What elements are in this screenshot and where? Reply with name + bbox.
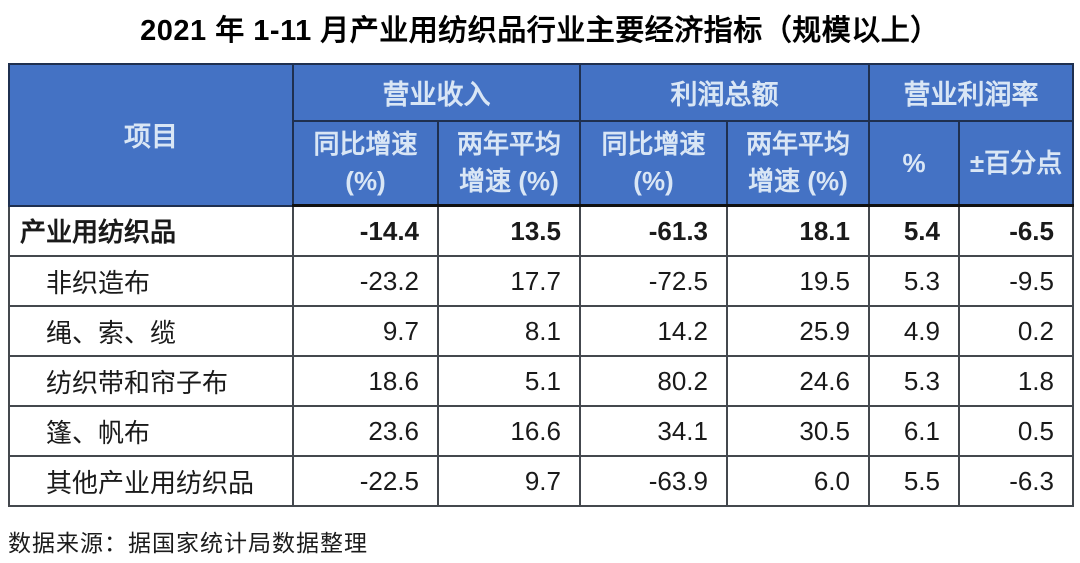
col-header-revenue-avg: 两年平均增速 (%) <box>437 120 581 207</box>
cell-revenue-yoy: -22.5 <box>292 455 439 507</box>
table-row: 其他产业用纺织品 -22.5 9.7 -63.9 6.0 5.5 -6.3 <box>8 455 1074 507</box>
col-header-profit-yoy: 同比增速 (%) <box>579 120 728 207</box>
cell-margin-ppt: -6.3 <box>958 455 1074 507</box>
cell-revenue-avg: 16.6 <box>437 405 581 457</box>
cell-revenue-yoy: 18.6 <box>292 355 439 407</box>
cell-profit-yoy: -61.3 <box>579 204 728 257</box>
col-header-item: 项目 <box>8 63 294 207</box>
cell-profit-yoy: -63.9 <box>579 455 728 507</box>
cell-margin-pct: 5.5 <box>868 455 960 507</box>
cell-profit-avg: 6.0 <box>726 455 870 507</box>
table-body: 产业用纺织品 -14.4 13.5 -61.3 18.1 5.4 -6.5 非织… <box>8 204 1074 507</box>
cell-margin-pct: 4.9 <box>868 305 960 357</box>
cell-profit-avg: 25.9 <box>726 305 870 357</box>
table-row: 绳、索、缆 9.7 8.1 14.2 25.9 4.9 0.2 <box>8 305 1074 357</box>
cell-revenue-yoy: 9.7 <box>292 305 439 357</box>
cell-margin-ppt: 0.5 <box>958 405 1074 457</box>
col-group-margin: 营业利润率 <box>868 63 1074 122</box>
cell-revenue-yoy: 23.6 <box>292 405 439 457</box>
col-group-revenue: 营业收入 <box>292 63 581 122</box>
table-row: 非织造布 -23.2 17.7 -72.5 19.5 5.3 -9.5 <box>8 255 1074 307</box>
header-sub-row: 同比增速 (%) 两年平均增速 (%) 同比增速 (%) 两年平均增速 (%) … <box>9 120 1074 207</box>
cell-revenue-avg: 9.7 <box>437 455 581 507</box>
table-row: 产业用纺织品 -14.4 13.5 -61.3 18.1 5.4 -6.5 <box>8 204 1074 257</box>
page-title: 2021 年 1-11 月产业用纺织品行业主要经济指标（规模以上） <box>140 15 940 47</box>
cell-profit-yoy: 80.2 <box>579 355 728 407</box>
cell-revenue-avg: 8.1 <box>437 305 581 357</box>
col-header-profit-avg: 两年平均增速 (%) <box>726 120 870 207</box>
cell-revenue-yoy: -14.4 <box>292 204 439 257</box>
row-label: 绳、索、缆 <box>8 305 294 357</box>
cell-margin-pct: 5.4 <box>868 204 960 257</box>
cell-profit-yoy: 14.2 <box>579 305 728 357</box>
table-row: 篷、帆布 23.6 16.6 34.1 30.5 6.1 0.5 <box>8 405 1074 457</box>
table-row: 纺织带和帘子布 18.6 5.1 80.2 24.6 5.3 1.8 <box>8 355 1074 407</box>
row-label: 纺织带和帘子布 <box>8 355 294 407</box>
cell-margin-ppt: 1.8 <box>958 355 1074 407</box>
cell-profit-avg: 24.6 <box>726 355 870 407</box>
table-header: 项目 营业收入 利润总额 营业利润率 同比增速 (%) 两年平均增速 (%) 同… <box>8 63 1074 207</box>
cell-margin-pct: 6.1 <box>868 405 960 457</box>
row-label: 其他产业用纺织品 <box>8 455 294 507</box>
source-note: 数据来源：据国家统计局数据整理 <box>8 530 368 556</box>
cell-margin-pct: 5.3 <box>868 355 960 407</box>
col-header-margin-ppt: ±百分点 <box>958 120 1074 207</box>
cell-revenue-yoy: -23.2 <box>292 255 439 307</box>
col-group-profit: 利润总额 <box>579 63 870 122</box>
col-header-revenue-yoy: 同比增速 (%) <box>292 120 439 207</box>
row-label: 产业用纺织品 <box>8 204 294 257</box>
cell-profit-yoy: -72.5 <box>579 255 728 307</box>
cell-margin-pct: 5.3 <box>868 255 960 307</box>
cell-profit-avg: 18.1 <box>726 204 870 257</box>
cell-revenue-avg: 5.1 <box>437 355 581 407</box>
ppt-label: ±百分点 <box>969 147 1063 178</box>
cell-profit-avg: 19.5 <box>726 255 870 307</box>
cell-margin-ppt: -9.5 <box>958 255 1074 307</box>
header-group-row: 项目 营业收入 利润总额 营业利润率 <box>8 63 1074 207</box>
cell-margin-ppt: -6.5 <box>958 204 1074 257</box>
col-header-margin-pct: % <box>868 120 960 207</box>
cell-revenue-avg: 13.5 <box>437 204 581 257</box>
row-label: 非织造布 <box>8 255 294 307</box>
cell-margin-ppt: 0.2 <box>958 305 1074 357</box>
cell-revenue-avg: 17.7 <box>437 255 581 307</box>
row-label: 篷、帆布 <box>8 405 294 457</box>
indicators-table: 项目 营业收入 利润总额 营业利润率 同比增速 (%) 两年平均增速 (%) 同… <box>8 63 1074 507</box>
cell-profit-avg: 30.5 <box>726 405 870 457</box>
cell-profit-yoy: 34.1 <box>579 405 728 457</box>
